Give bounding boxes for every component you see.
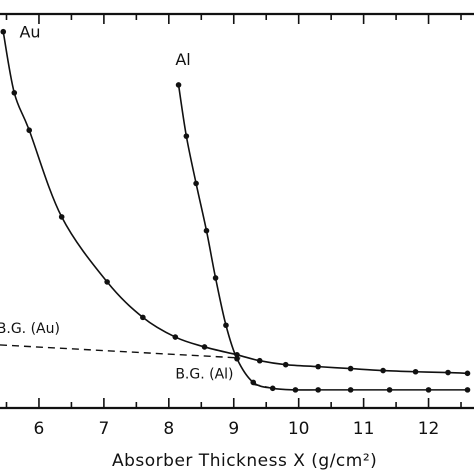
annotation-al: Al — [175, 50, 190, 69]
data-point-al — [212, 275, 219, 281]
data-point-al — [269, 385, 276, 392]
annotation-b-g-au: B.G. (Au) — [0, 321, 60, 337]
data-point-au — [315, 363, 321, 370]
data-point-au — [104, 279, 110, 285]
data-point-al — [175, 82, 182, 88]
data-point-al — [386, 387, 393, 393]
data-point-au — [347, 365, 354, 372]
data-point-au — [412, 368, 419, 375]
data-point-au — [234, 352, 240, 358]
data-point-au — [380, 367, 386, 374]
annotation-b-g-al: B.G. (Al) — [175, 366, 233, 382]
data-point-au — [140, 314, 146, 321]
x-tick-label: 7 — [98, 419, 109, 439]
data-point-au — [464, 370, 471, 377]
data-point-al — [464, 387, 471, 393]
series-line-au — [2, 31, 468, 375]
data-point-al — [193, 180, 199, 187]
x-tick-label: 8 — [163, 419, 174, 439]
x-axis-title: Absorber Thickness X (g/cm²) — [112, 451, 377, 471]
series-line-al — [177, 84, 468, 391]
data-point-au — [0, 28, 7, 35]
data-point-au — [11, 90, 18, 96]
data-point-al — [292, 387, 299, 393]
annotation-au: Au — [19, 23, 40, 42]
data-point-au — [256, 357, 263, 364]
data-point-au — [172, 334, 179, 340]
series-line-b-g-au — [0, 344, 241, 359]
data-point-al — [183, 133, 190, 139]
data-point-au — [282, 361, 289, 368]
data-point-au — [445, 369, 451, 376]
data-point-au — [58, 214, 65, 220]
data-point-al — [315, 387, 321, 393]
data-point-au — [201, 344, 208, 350]
data-point-al — [250, 379, 257, 386]
x-tick-label: 10 — [288, 419, 310, 439]
data-point-al — [203, 227, 210, 234]
data-point-al — [234, 355, 240, 362]
x-tick-label: 12 — [418, 419, 440, 439]
data-point-al — [347, 387, 354, 393]
data-point-al — [223, 322, 229, 329]
data-point-au — [26, 127, 33, 134]
x-tick-label: 11 — [353, 419, 375, 439]
data-point-al — [425, 387, 432, 393]
x-tick-label: 9 — [228, 419, 239, 439]
x-tick-label: 6 — [34, 419, 45, 439]
series-line-b-g-al — [253, 383, 273, 389]
